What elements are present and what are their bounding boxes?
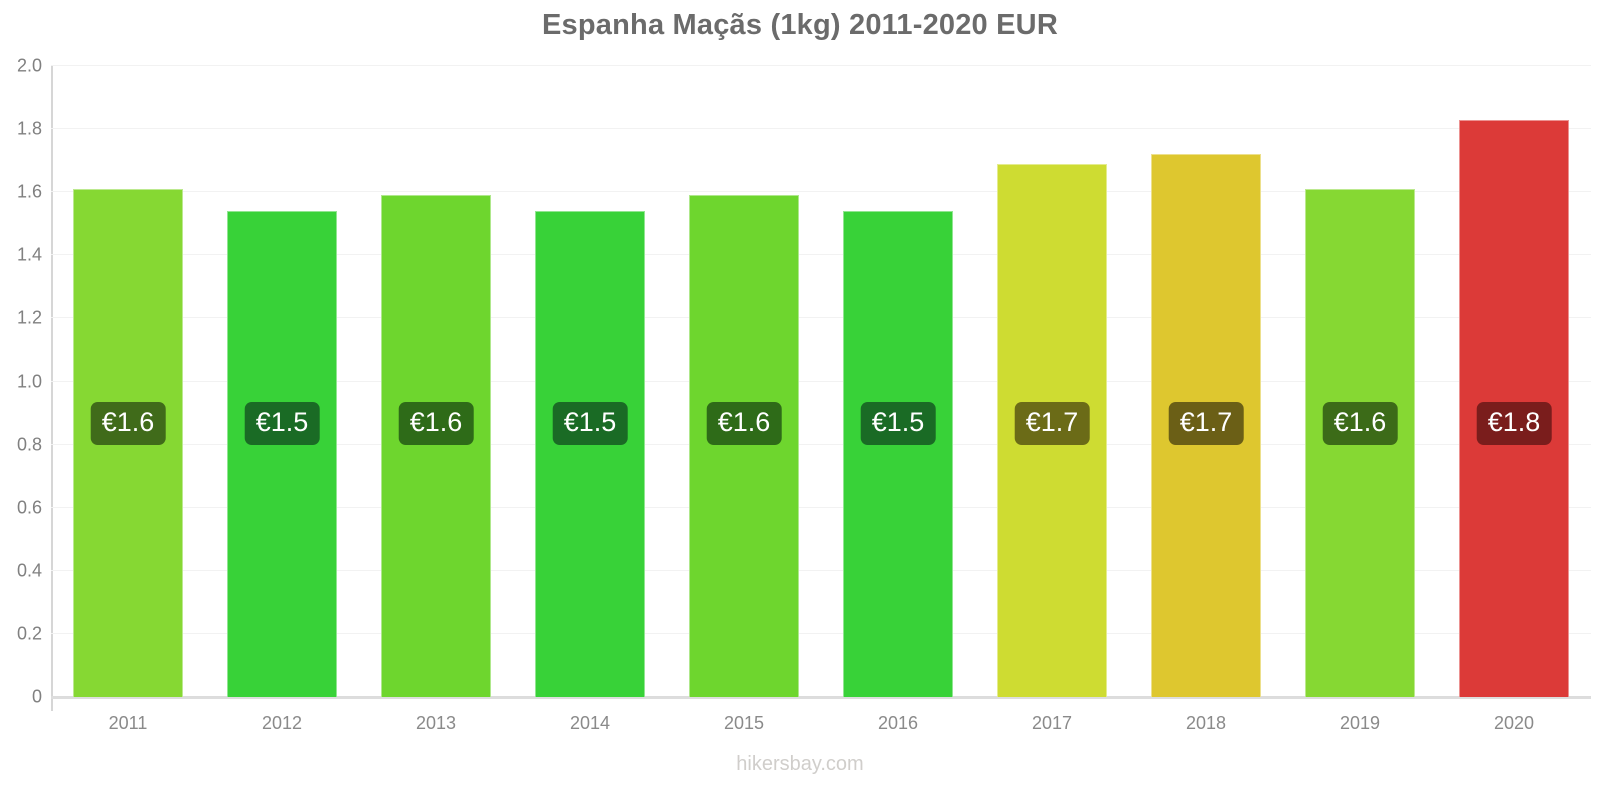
y-axis-tick-label: 2.0 (16, 55, 42, 76)
x-axis-tick-label: 2015 (723, 713, 765, 733)
gridline (51, 696, 1591, 697)
bar-2019[interactable]: €1.6 (1305, 189, 1415, 697)
x-axis-tick-label: 2020 (1493, 713, 1535, 733)
footer-credit: hikersbay.com (736, 753, 864, 775)
bar-value-label: €1.6 (398, 402, 474, 445)
bar-2013[interactable]: €1.6 (381, 195, 491, 697)
bar-value-label: €1.7 (1168, 402, 1244, 445)
bar-2018[interactable]: €1.7 (1151, 154, 1261, 697)
y-axis-tick-label: 0.6 (16, 497, 42, 518)
y-axis-tick-label: 1.2 (16, 307, 42, 328)
bar-value-label: €1.6 (90, 402, 166, 445)
gridline (51, 191, 1591, 193)
bar-value-label: €1.7 (1014, 402, 1090, 445)
x-axis-tick-label: 2019 (1339, 713, 1381, 733)
bar-value-label: €1.6 (1322, 402, 1398, 445)
x-axis-tick-label: 2018 (1185, 713, 1227, 733)
x-axis-tick-label: 2014 (569, 713, 611, 733)
x-axis-tick-label: 2016 (877, 713, 919, 733)
bar-value-label: €1.6 (706, 402, 782, 445)
gridline (51, 128, 1591, 130)
gridline (51, 632, 1591, 634)
gridline (51, 254, 1591, 256)
y-axis-tick-label: 0.2 (16, 623, 42, 644)
x-axis-tick-label: 2013 (415, 713, 457, 733)
y-axis-spine (51, 66, 53, 711)
bar-2017[interactable]: €1.7 (997, 163, 1107, 697)
bar-2020[interactable]: €1.8 (1459, 119, 1569, 697)
bar-2015[interactable]: €1.6 (689, 195, 799, 697)
y-axis-tick-label: 1.6 (16, 181, 42, 202)
x-axis-line (51, 697, 1591, 699)
gridline (51, 317, 1591, 319)
bar-2016[interactable]: €1.5 (843, 211, 953, 697)
y-axis-tick-label: 1.8 (16, 118, 42, 139)
y-axis-tick-label: 1.4 (16, 244, 42, 265)
bar-value-label: €1.5 (860, 402, 936, 445)
gridline (51, 506, 1591, 508)
gridline (51, 569, 1591, 571)
y-axis-tick-label: 0.4 (16, 560, 42, 581)
x-axis-tick-label: 2011 (108, 713, 148, 733)
bar-2012[interactable]: €1.5 (227, 211, 337, 697)
plot-area: €1.6 €1.5 €1.6 €1.5 €1.6 €1.5 €1.7 €1.7 €1.6 €1.8 (51, 65, 1591, 697)
gridline (51, 65, 1591, 66)
bar-value-label: €1.8 (1476, 402, 1552, 445)
chart-title: Espanha Maçãs (1kg) 2011-2020 EUR (542, 9, 1058, 41)
bar-value-label: €1.5 (552, 402, 628, 445)
bar-2011[interactable]: €1.6 (73, 189, 183, 697)
x-axis-tick-label: 2012 (261, 713, 303, 733)
y-axis-tick-label: 1.0 (16, 371, 42, 391)
bar-2014[interactable]: €1.5 (535, 211, 645, 697)
bar-value-label: €1.5 (244, 402, 320, 445)
y-axis-tick-label: 0 (31, 686, 42, 707)
x-axis-tick-label: 2017 (1031, 713, 1073, 733)
gridline (51, 380, 1591, 382)
y-axis-tick-label: 0.8 (16, 434, 42, 455)
gridline (51, 443, 1591, 445)
